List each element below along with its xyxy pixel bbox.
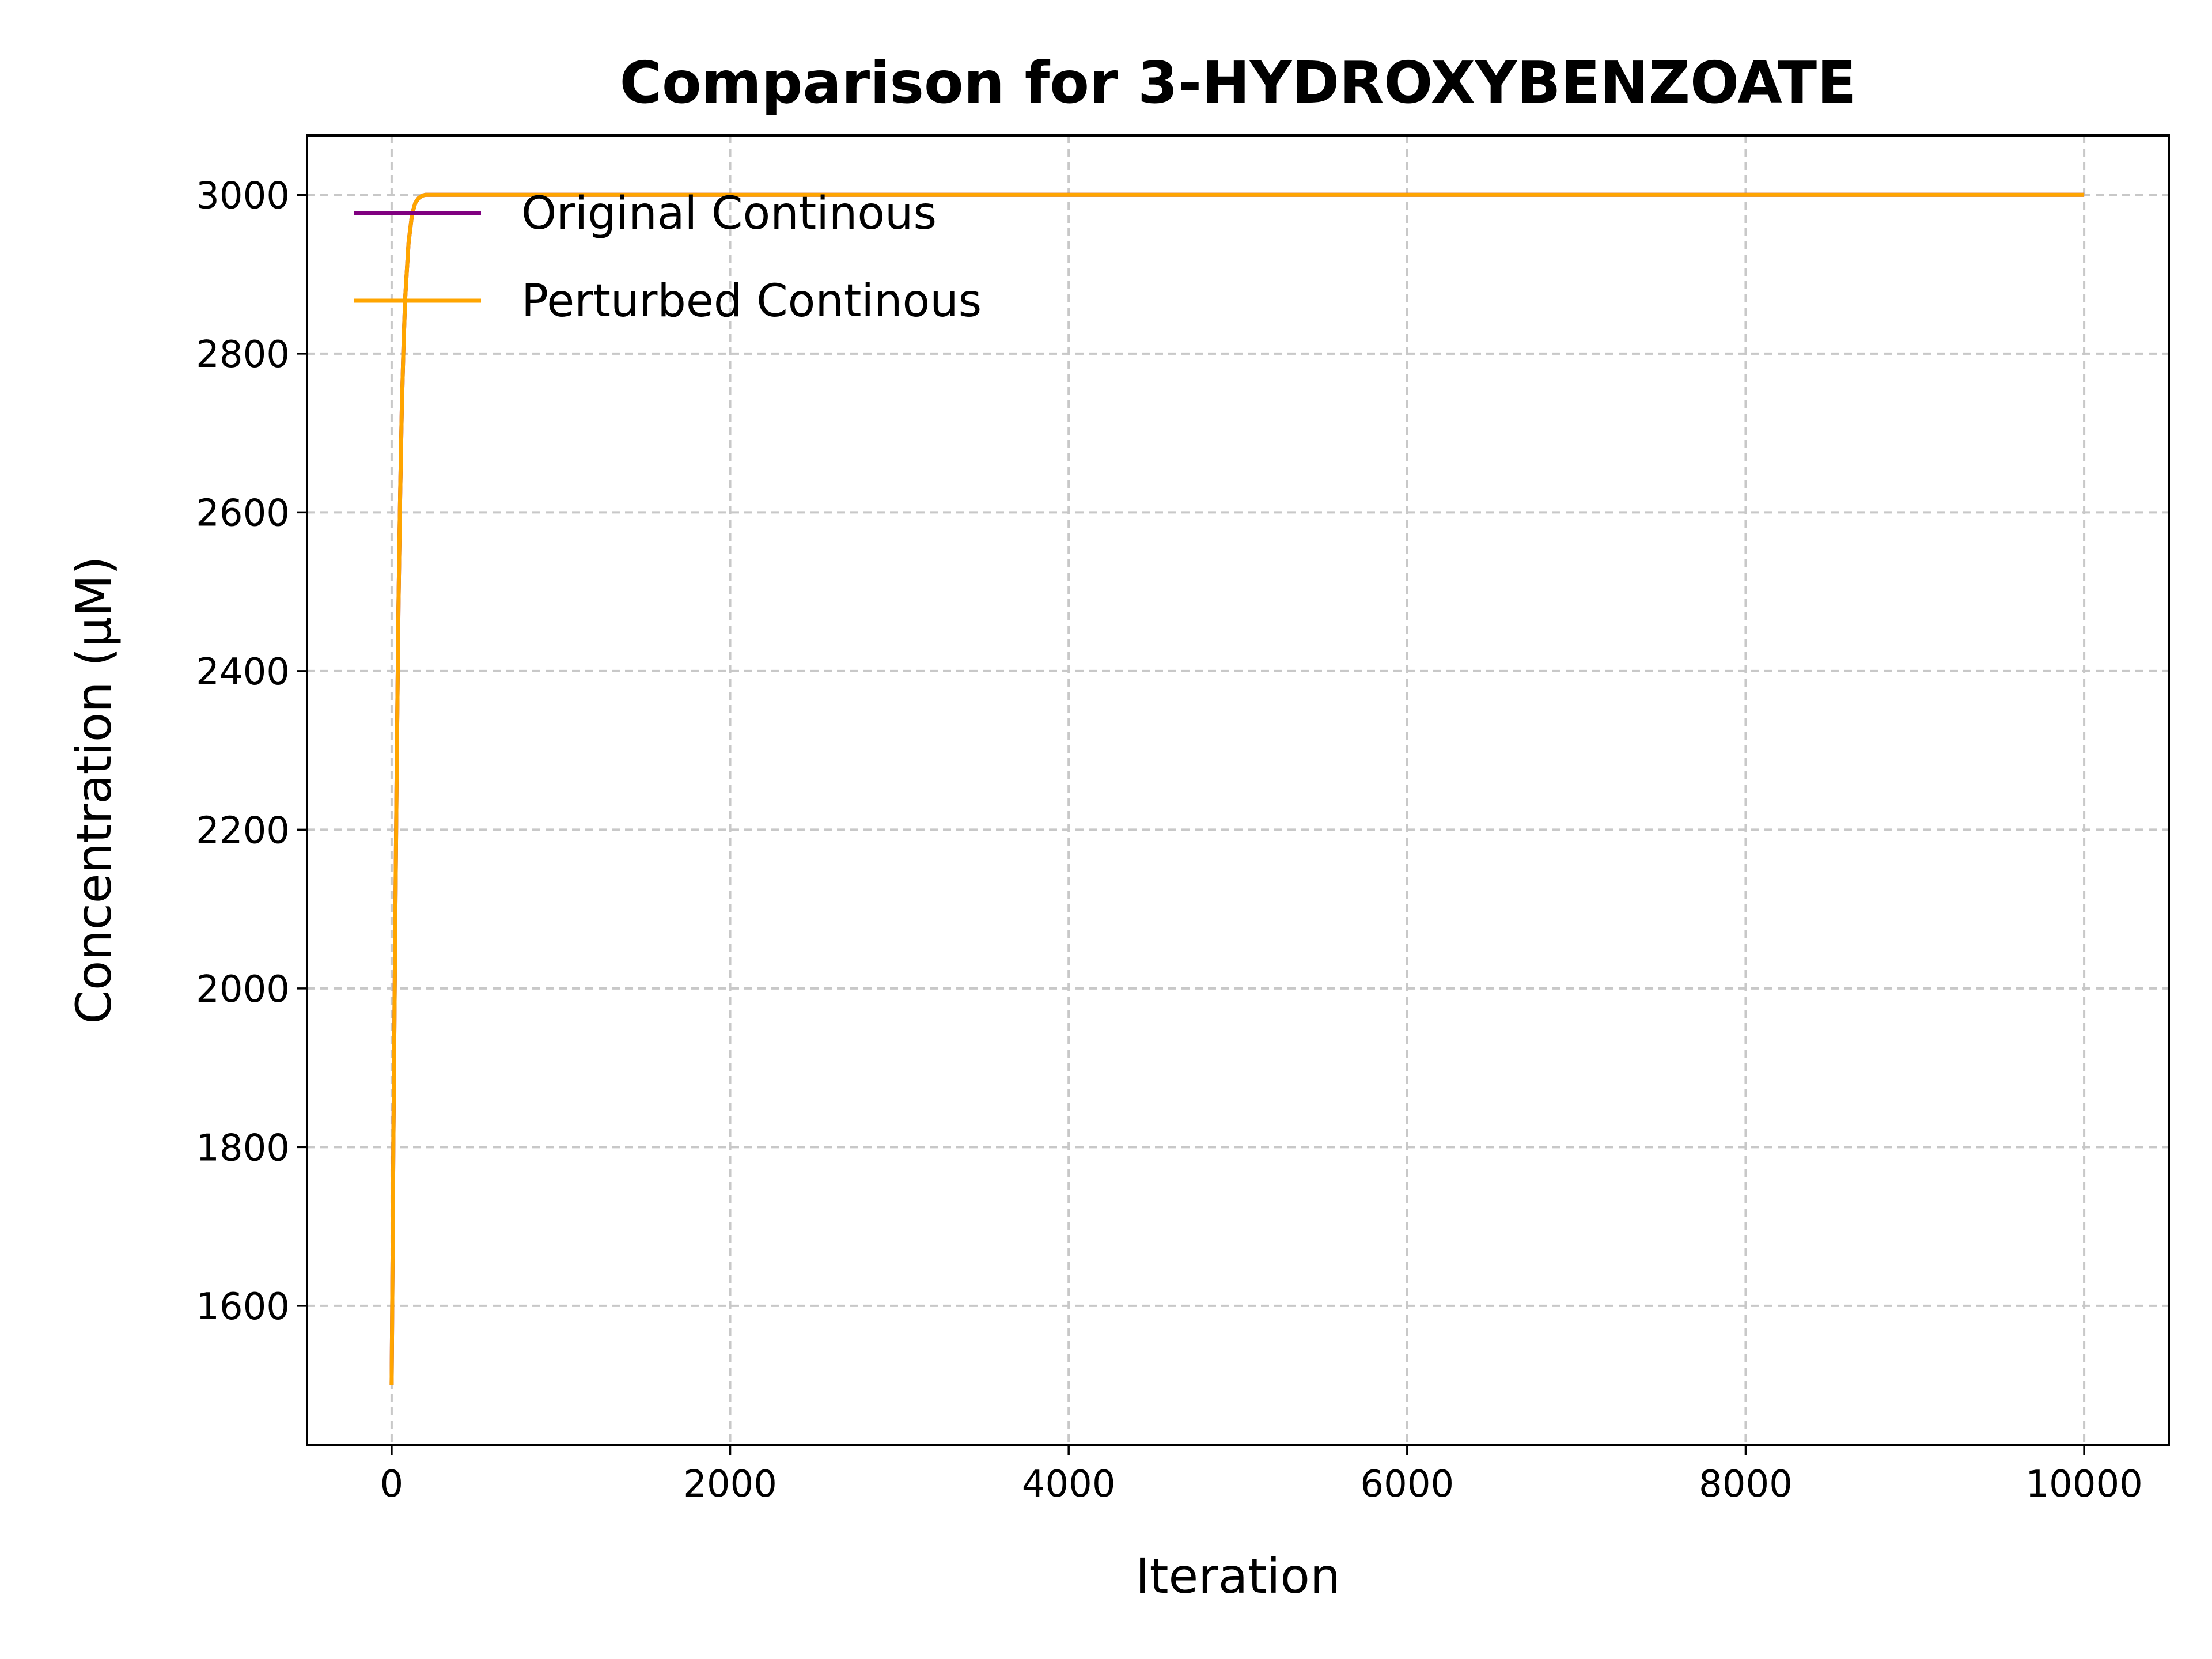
series-lines <box>389 192 2085 1385</box>
legend: Original Continous Perturbed Continous <box>354 188 982 327</box>
y-tick-label-6: 2800 <box>196 334 290 376</box>
x-tick-label-2: 4000 <box>1022 1463 1116 1506</box>
x-tick-label-1: 2000 <box>683 1463 777 1506</box>
y-tick-label-4: 2400 <box>196 651 290 694</box>
x-tick-label-5: 10000 <box>2025 1463 2143 1506</box>
y-axis-label: Concentration (μM) <box>66 556 122 1024</box>
y-tick-label-1: 1800 <box>196 1127 290 1169</box>
plot-frame <box>306 134 2170 1446</box>
y-tick-label-5: 2600 <box>196 492 290 535</box>
legend-label-0: Original Continous <box>521 188 937 240</box>
y-tick-label-2: 2000 <box>196 968 290 1011</box>
x-tick-label-0: 0 <box>380 1463 404 1506</box>
legend-label-1: Perturbed Continous <box>521 275 982 327</box>
y-tick-label-3: 2200 <box>196 809 290 852</box>
axis-ticks: 0 2000 4000 6000 8000 10000 1600 1800 2000 2200 24… <box>196 175 2143 1506</box>
y-tick-label-0: 1600 <box>196 1286 290 1328</box>
y-tick-label-7: 3000 <box>196 175 290 217</box>
series-line-1 <box>389 192 2085 1385</box>
x-axis-label: Iteration <box>1135 1548 1340 1604</box>
x-tick-label-4: 8000 <box>1699 1463 1793 1506</box>
x-tick-label-3: 6000 <box>1360 1463 1454 1506</box>
chart-title: Comparison for 3-HYDROXYBENZOATE <box>620 49 1857 116</box>
